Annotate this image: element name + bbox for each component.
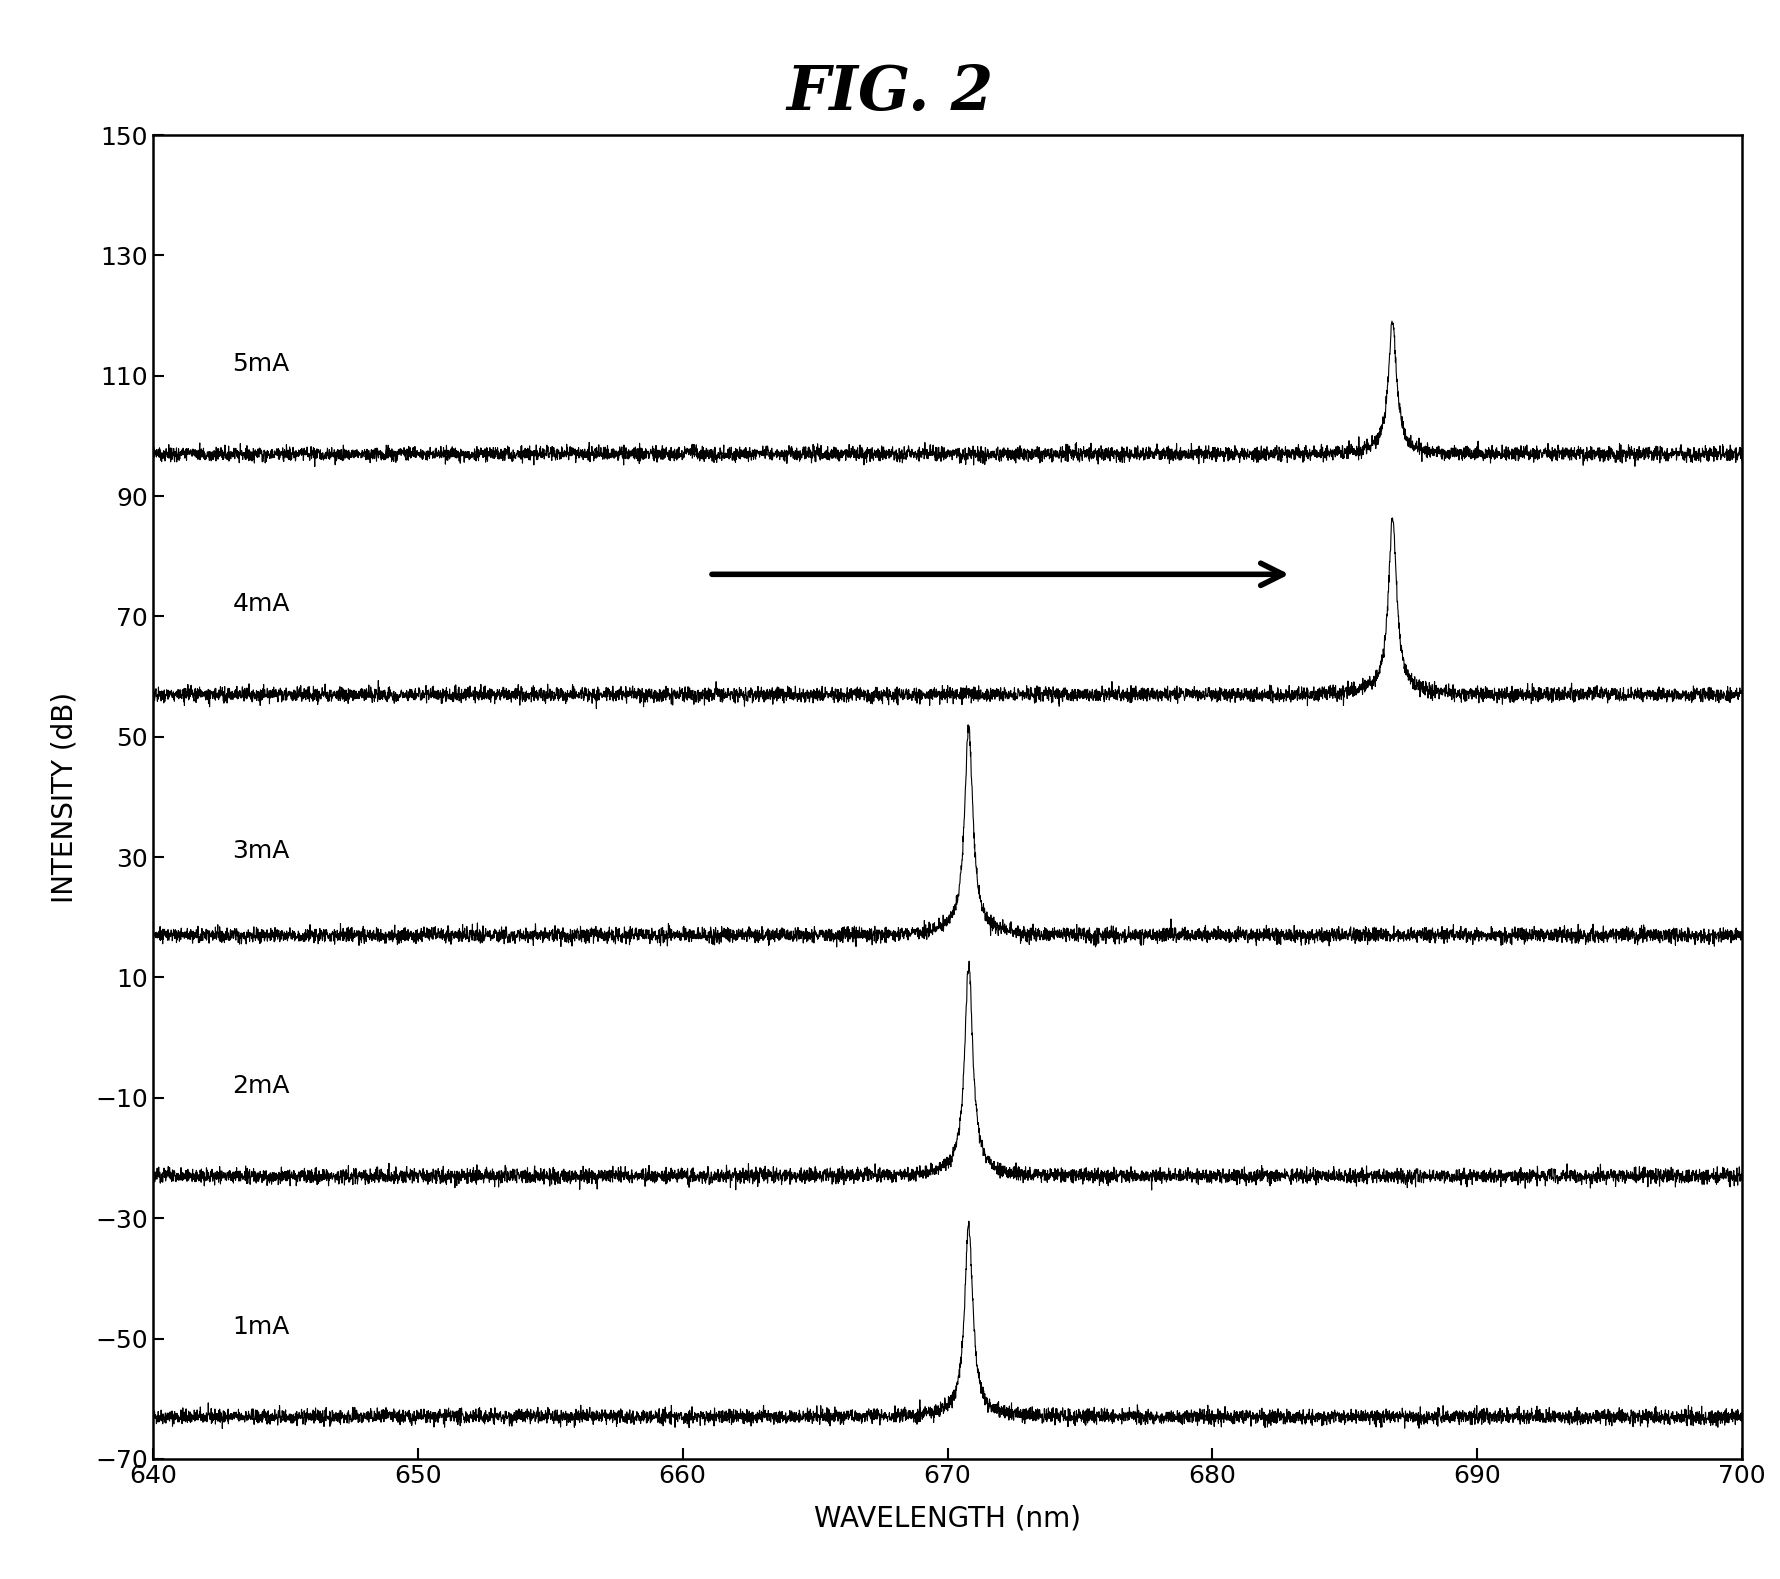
Text: 2mA: 2mA bbox=[231, 1074, 290, 1097]
Text: 1mA: 1mA bbox=[231, 1314, 290, 1339]
Text: FIG. 2: FIG. 2 bbox=[787, 63, 993, 123]
Y-axis label: INTENSITY (dB): INTENSITY (dB) bbox=[50, 692, 78, 903]
X-axis label: WAVELENGTH (nm): WAVELENGTH (nm) bbox=[813, 1505, 1080, 1533]
Text: 5mA: 5mA bbox=[231, 352, 290, 376]
Text: 3mA: 3mA bbox=[231, 838, 290, 864]
Text: 4mA: 4mA bbox=[231, 592, 290, 616]
